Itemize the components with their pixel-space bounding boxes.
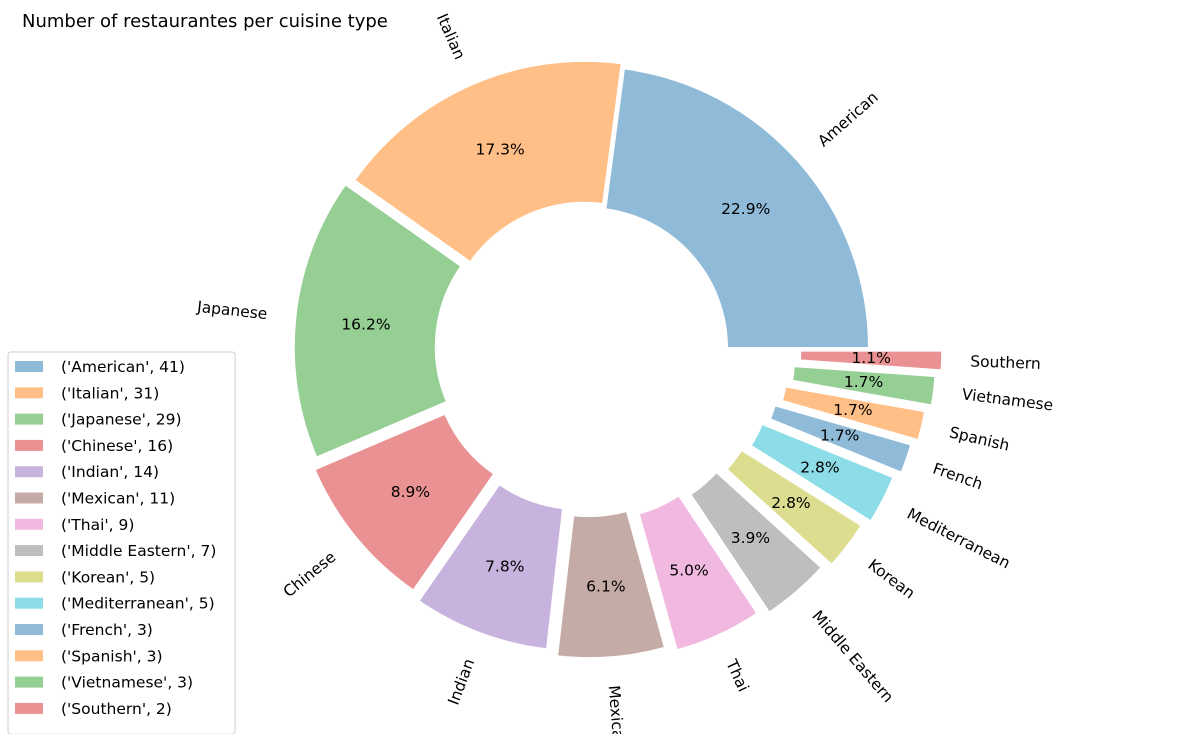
category-label-indian: Indian <box>445 656 479 707</box>
percent-label-american: 22.9% <box>721 200 770 218</box>
category-label-thai: Thai <box>722 656 753 695</box>
legend-swatch-mediterranean <box>15 597 43 609</box>
category-label-mediterranean: Mediterranean <box>904 505 1013 573</box>
legend-entry-indian: ('Indian', 14) <box>61 463 159 481</box>
legend-swatch-japanese <box>15 413 43 425</box>
slice-thai <box>637 493 759 652</box>
legend-swatch-mexican <box>15 492 43 504</box>
percent-label-southern: 1.1% <box>851 349 890 367</box>
percent-label-italian: 17.3% <box>476 141 525 159</box>
slice-southern <box>798 349 944 372</box>
legend-frame <box>7 351 236 734</box>
percent-label-spanish: 1.7% <box>833 401 872 419</box>
legend-entry-thai: ('Thai', 9) <box>61 516 134 534</box>
percent-label-mediterranean: 2.8% <box>800 458 839 476</box>
category-label-french: French <box>930 459 985 493</box>
percent-labels: 22.9%17.3%16.2%8.9%7.8%6.1%5.0%3.9%2.8%2… <box>341 141 891 596</box>
percent-label-korean: 2.8% <box>771 494 810 512</box>
slice-spanish <box>780 385 927 442</box>
slice-indian <box>417 482 565 651</box>
category-label-southern: Southern <box>970 352 1041 372</box>
legend-swatch-italian <box>15 387 43 399</box>
legend-swatch-vietnamese <box>15 676 43 688</box>
legend-swatch-chinese <box>15 439 43 451</box>
slice-american <box>604 67 871 349</box>
category-label-chinese: Chinese <box>280 548 339 601</box>
category-label-vietnamese: Vietnamese <box>961 385 1054 414</box>
category-label-italian: Italian <box>433 11 469 62</box>
slice-japanese <box>292 182 463 459</box>
legend-entry-italian: ('Italian', 31) <box>61 384 159 402</box>
percent-label-middle-eastern: 3.9% <box>731 529 770 547</box>
legend-entry-french: ('French', 3) <box>61 621 153 639</box>
category-label-spanish: Spanish <box>948 423 1012 454</box>
legend-entry-mexican: ('Mexican', 11) <box>61 490 175 508</box>
legend-swatch-korean <box>15 571 43 583</box>
category-label-american: American <box>814 88 881 150</box>
percent-label-japanese: 16.2% <box>341 316 390 334</box>
category-label-middle-eastern: Middle Eastern <box>808 607 897 706</box>
legend-entry-southern: ('Southern', 2) <box>61 700 172 718</box>
legend-swatch-southern <box>15 702 43 714</box>
slice-chinese <box>313 412 496 592</box>
slice-mexican <box>556 509 667 660</box>
percent-label-french: 1.7% <box>820 427 859 445</box>
percent-label-thai: 5.0% <box>669 562 708 580</box>
legend-swatch-french <box>15 624 43 635</box>
slice-italian <box>352 59 623 264</box>
legend: ('American', 41) ('Italian', 31) ('Japanes… <box>7 351 236 734</box>
legend-swatch-american <box>15 361 43 372</box>
percent-label-mexican: 6.1% <box>586 577 625 595</box>
legend-entry-mediterranean: ('Mediterranean', 5) <box>61 595 215 613</box>
legend-swatch-spanish <box>15 650 43 662</box>
percent-label-chinese: 8.9% <box>391 483 430 501</box>
slice-korean <box>725 448 863 567</box>
legend-entry-vietnamese: ('Vietnamese', 3) <box>61 674 193 692</box>
slice-mediterranean <box>749 422 895 523</box>
legend-entry-american: ('American', 41) <box>61 358 185 376</box>
slice-vietnamese <box>790 365 937 407</box>
legend-entry-korean: ('Korean', 5) <box>61 568 155 586</box>
slice-french <box>768 404 913 474</box>
chart-title: Number of restaurantes per cuisine type <box>22 11 388 32</box>
percent-label-vietnamese: 1.7% <box>844 373 883 391</box>
legend-entry-japanese: ('Japanese', 29) <box>61 411 182 429</box>
legend-swatch-thai <box>15 518 43 530</box>
legend-swatch-indian <box>15 466 43 478</box>
legend-entry-middle-eastern: ('Middle Eastern', 7) <box>61 542 216 560</box>
legend-entry-chinese: ('Chinese', 16) <box>61 437 173 455</box>
legend-entry-spanish: ('Spanish', 3) <box>61 647 163 665</box>
category-label-korean: Korean <box>865 556 919 603</box>
slice-middle-eastern <box>689 470 823 614</box>
slices <box>292 59 944 660</box>
category-label-mexican: Mexican <box>605 685 628 734</box>
legend-swatch-middle-eastern <box>15 545 43 557</box>
percent-label-indian: 7.8% <box>485 558 524 576</box>
category-label-japanese: Japanese <box>195 298 268 323</box>
